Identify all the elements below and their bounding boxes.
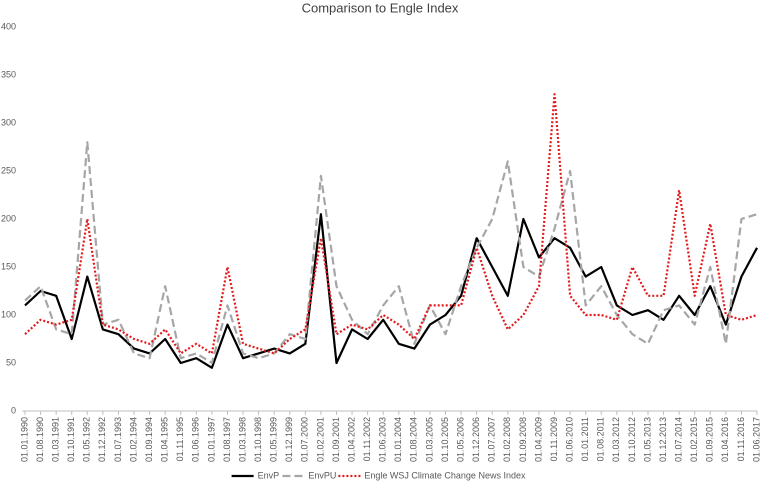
x-tick-label: 01.05.2013 (642, 417, 652, 462)
x-tick-label: 01.09.2001 (331, 417, 341, 462)
x-tick-label: 01.07.1993 (113, 417, 123, 462)
x-tick-label: 01.02.2008 (502, 417, 512, 462)
legend-label: Engle WSJ Climate Change News Index (364, 470, 526, 480)
x-tick-label: 01.01.2011 (580, 417, 590, 461)
x-tick-label: 01.08.1997 (222, 417, 232, 462)
x-tick-label: 01.11.2009 (549, 417, 559, 461)
x-tick-label: 01.04.1995 (160, 417, 170, 462)
x-tick-label: 01.03.1991 (51, 417, 61, 462)
x-tick-label: 01.06.2003 (378, 417, 388, 462)
x-tick-label: 01.05.1999 (269, 417, 279, 462)
x-tick-label: 01.10.1991 (66, 417, 76, 462)
x-tick-label: 01.07.2007 (487, 417, 497, 462)
legend-label: EnvPU (308, 470, 336, 480)
x-tick-label: 01.06.2010 (564, 417, 574, 462)
x-tick-label: 01.06.2017 (751, 417, 761, 462)
y-tick-label: 0 (11, 405, 16, 415)
x-tick-label: 01.10.1998 (253, 417, 263, 462)
x-tick-label: 01.03.1998 (237, 417, 247, 462)
x-tick-label: 01.12.1999 (284, 417, 294, 462)
series-line (24, 141, 758, 365)
x-tick-label: 01.04.2016 (720, 417, 730, 462)
x-tick-label: 01.03.2012 (611, 417, 621, 462)
y-tick-label: 300 (1, 117, 16, 127)
series-line (24, 213, 758, 369)
x-tick-label: 01.11.1995 (175, 417, 185, 461)
chart-title: Comparison to Engle Index (302, 0, 459, 15)
x-tick-label: 01.12.2013 (658, 417, 668, 462)
series-line (24, 93, 758, 355)
x-tick-label: 01.09.1994 (144, 417, 154, 462)
y-tick-label: 350 (1, 69, 16, 79)
x-tick-label: 01.11.2002 (362, 417, 372, 461)
x-tick-label: 01.06.1996 (191, 417, 201, 462)
y-tick-label: 50 (6, 357, 16, 367)
x-tick-label: 01.10.2005 (440, 417, 450, 462)
x-tick-label: 01.09.2008 (518, 417, 528, 462)
x-tick-label: 01.08.2011 (596, 417, 606, 461)
x-tick-label: 01.05.1992 (82, 417, 92, 462)
x-tick-label: 01.10.2012 (627, 417, 637, 462)
y-tick-label: 200 (1, 213, 16, 223)
x-tick-label: 01.08.1990 (35, 417, 45, 462)
x-tick-label: 01.07.2014 (674, 417, 684, 462)
y-tick-label: 150 (1, 261, 16, 271)
x-tick-label: 01.04.2009 (533, 417, 543, 462)
x-tick-label: 01.11.2016 (736, 417, 746, 461)
x-tick-label: 01.02.1994 (128, 417, 138, 462)
x-tick-label: 01.07.2000 (300, 417, 310, 462)
x-tick-label: 01.03.2005 (424, 417, 434, 462)
x-tick-label: 01.04.2002 (346, 417, 356, 462)
x-tick-label: 01.02.2015 (689, 417, 699, 462)
x-tick-label: 01.05.2006 (455, 417, 465, 462)
x-tick-label: 01.12.2006 (471, 417, 481, 462)
x-tick-label: 01.01.1990 (19, 417, 29, 462)
y-tick-label: 100 (1, 309, 16, 319)
x-tick-label: 01.08.2004 (409, 417, 419, 462)
x-tick-label: 01.01.2004 (393, 417, 403, 462)
x-tick-label: 01.02.2001 (315, 417, 325, 462)
x-tick-label: 01.09.2015 (705, 417, 715, 462)
legend-label: EnvP (258, 470, 280, 480)
y-tick-label: 400 (1, 21, 16, 31)
x-tick-label: 01.01.1997 (206, 417, 216, 462)
x-tick-label: 01.12.1992 (97, 417, 107, 462)
y-tick-label: 250 (1, 165, 16, 175)
